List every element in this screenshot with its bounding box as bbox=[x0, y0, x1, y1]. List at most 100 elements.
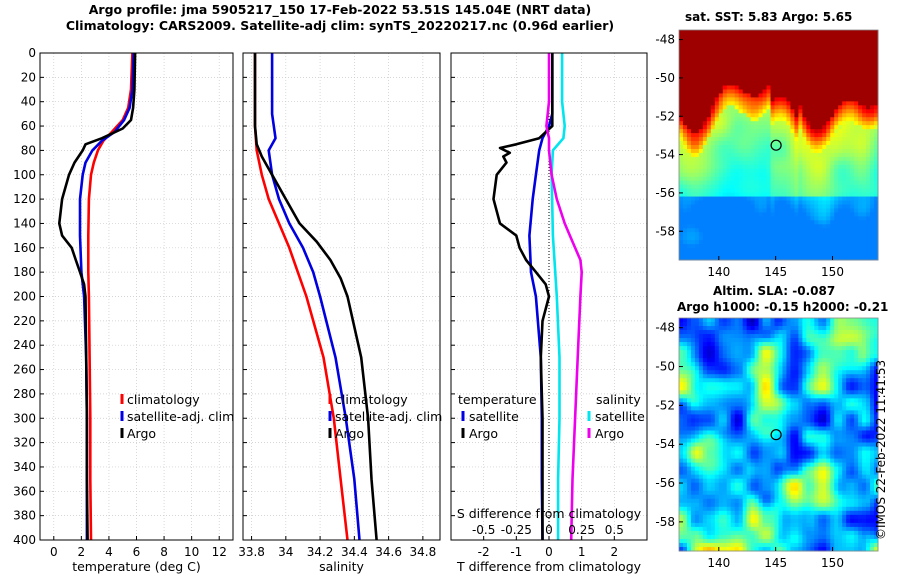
map-cell bbox=[822, 89, 827, 94]
map-cell bbox=[702, 212, 708, 217]
map-cell bbox=[782, 168, 787, 174]
map-cell bbox=[774, 212, 779, 217]
map-cell bbox=[754, 236, 760, 241]
map-cell bbox=[726, 188, 732, 194]
map-cell bbox=[730, 141, 736, 146]
map-cell bbox=[778, 33, 783, 39]
map-cell bbox=[818, 362, 823, 367]
map-cell bbox=[758, 358, 764, 363]
map-cell bbox=[754, 196, 760, 202]
map-cell bbox=[838, 334, 843, 339]
map-cell bbox=[754, 85, 760, 90]
map-cell bbox=[686, 454, 692, 460]
map-cell bbox=[766, 152, 772, 158]
map-cell bbox=[854, 406, 859, 411]
map-cell bbox=[818, 30, 823, 35]
map-cell bbox=[834, 382, 839, 387]
map-cell bbox=[742, 133, 748, 138]
map-cell bbox=[738, 240, 744, 245]
map-cell bbox=[730, 196, 736, 202]
map-cell bbox=[830, 164, 835, 170]
map-cell bbox=[698, 129, 704, 134]
map-cell bbox=[866, 434, 871, 440]
map-cell bbox=[822, 394, 827, 399]
map-cell bbox=[754, 192, 760, 198]
map-cell bbox=[842, 212, 847, 217]
map-cell bbox=[746, 89, 752, 94]
map-cell bbox=[826, 121, 831, 126]
map-cell bbox=[818, 121, 823, 126]
map-cell bbox=[679, 426, 684, 431]
map-cell bbox=[850, 176, 855, 182]
map-cell bbox=[830, 156, 835, 162]
map-cell bbox=[742, 141, 748, 146]
map-cell bbox=[866, 188, 871, 194]
map-cell bbox=[758, 216, 764, 221]
map-cell bbox=[778, 152, 783, 158]
map-cell bbox=[782, 244, 787, 249]
map-cell bbox=[746, 129, 752, 134]
map-cell bbox=[774, 434, 779, 440]
map-cell bbox=[862, 168, 867, 174]
map-cell bbox=[810, 196, 815, 202]
map-cell bbox=[806, 358, 811, 363]
map-cell bbox=[679, 105, 684, 110]
map-cell bbox=[754, 422, 760, 427]
map-cell bbox=[722, 378, 728, 383]
map-cell bbox=[834, 398, 839, 403]
map-cell bbox=[690, 41, 696, 47]
map-cell bbox=[782, 390, 787, 395]
map-cell bbox=[730, 180, 736, 186]
map-cell bbox=[810, 322, 815, 327]
map-cell bbox=[770, 374, 776, 379]
map-cell bbox=[838, 109, 843, 114]
map-cell bbox=[746, 414, 752, 419]
map-cell bbox=[854, 374, 859, 379]
map-cell bbox=[794, 366, 799, 371]
map-cell bbox=[846, 434, 851, 440]
map-cell bbox=[690, 342, 696, 347]
map-cell bbox=[774, 422, 779, 427]
map-cell bbox=[838, 125, 843, 130]
map-cell bbox=[822, 390, 827, 395]
map-cell bbox=[730, 450, 736, 456]
map-cell bbox=[794, 141, 799, 146]
map-cell bbox=[706, 85, 712, 90]
map-cell bbox=[818, 204, 823, 209]
map-cell bbox=[810, 200, 815, 205]
map-cell bbox=[710, 129, 716, 134]
map-cell bbox=[842, 350, 847, 355]
map-cell bbox=[722, 41, 728, 47]
map-cell bbox=[854, 61, 859, 67]
map-cell bbox=[686, 458, 692, 464]
map-cell bbox=[794, 248, 799, 253]
map-cell bbox=[766, 358, 772, 363]
map-cell bbox=[838, 354, 843, 359]
map-cell bbox=[822, 77, 827, 83]
map-cell bbox=[770, 410, 776, 415]
map-cell bbox=[722, 346, 728, 351]
map-cell bbox=[686, 101, 692, 106]
map-cell bbox=[850, 358, 855, 363]
map-cell bbox=[734, 342, 740, 347]
map-cell bbox=[778, 164, 783, 170]
map-cell bbox=[690, 252, 696, 257]
map-cell bbox=[694, 248, 700, 253]
map-cell bbox=[766, 148, 772, 154]
map-cell bbox=[714, 57, 720, 63]
map-cell bbox=[726, 93, 732, 98]
map-cell bbox=[802, 342, 807, 347]
map-cell bbox=[794, 350, 799, 355]
map-cell bbox=[786, 212, 791, 217]
map-cell bbox=[866, 446, 871, 452]
map-cell bbox=[822, 152, 827, 158]
map-cell bbox=[766, 390, 772, 395]
map-cell bbox=[770, 164, 776, 170]
map-cell bbox=[766, 184, 772, 190]
map-cell bbox=[679, 220, 684, 225]
map-cell bbox=[818, 378, 823, 383]
map-cell bbox=[850, 148, 855, 154]
map-cell bbox=[786, 93, 791, 98]
map-cell bbox=[682, 334, 688, 339]
map-cell bbox=[846, 334, 851, 339]
